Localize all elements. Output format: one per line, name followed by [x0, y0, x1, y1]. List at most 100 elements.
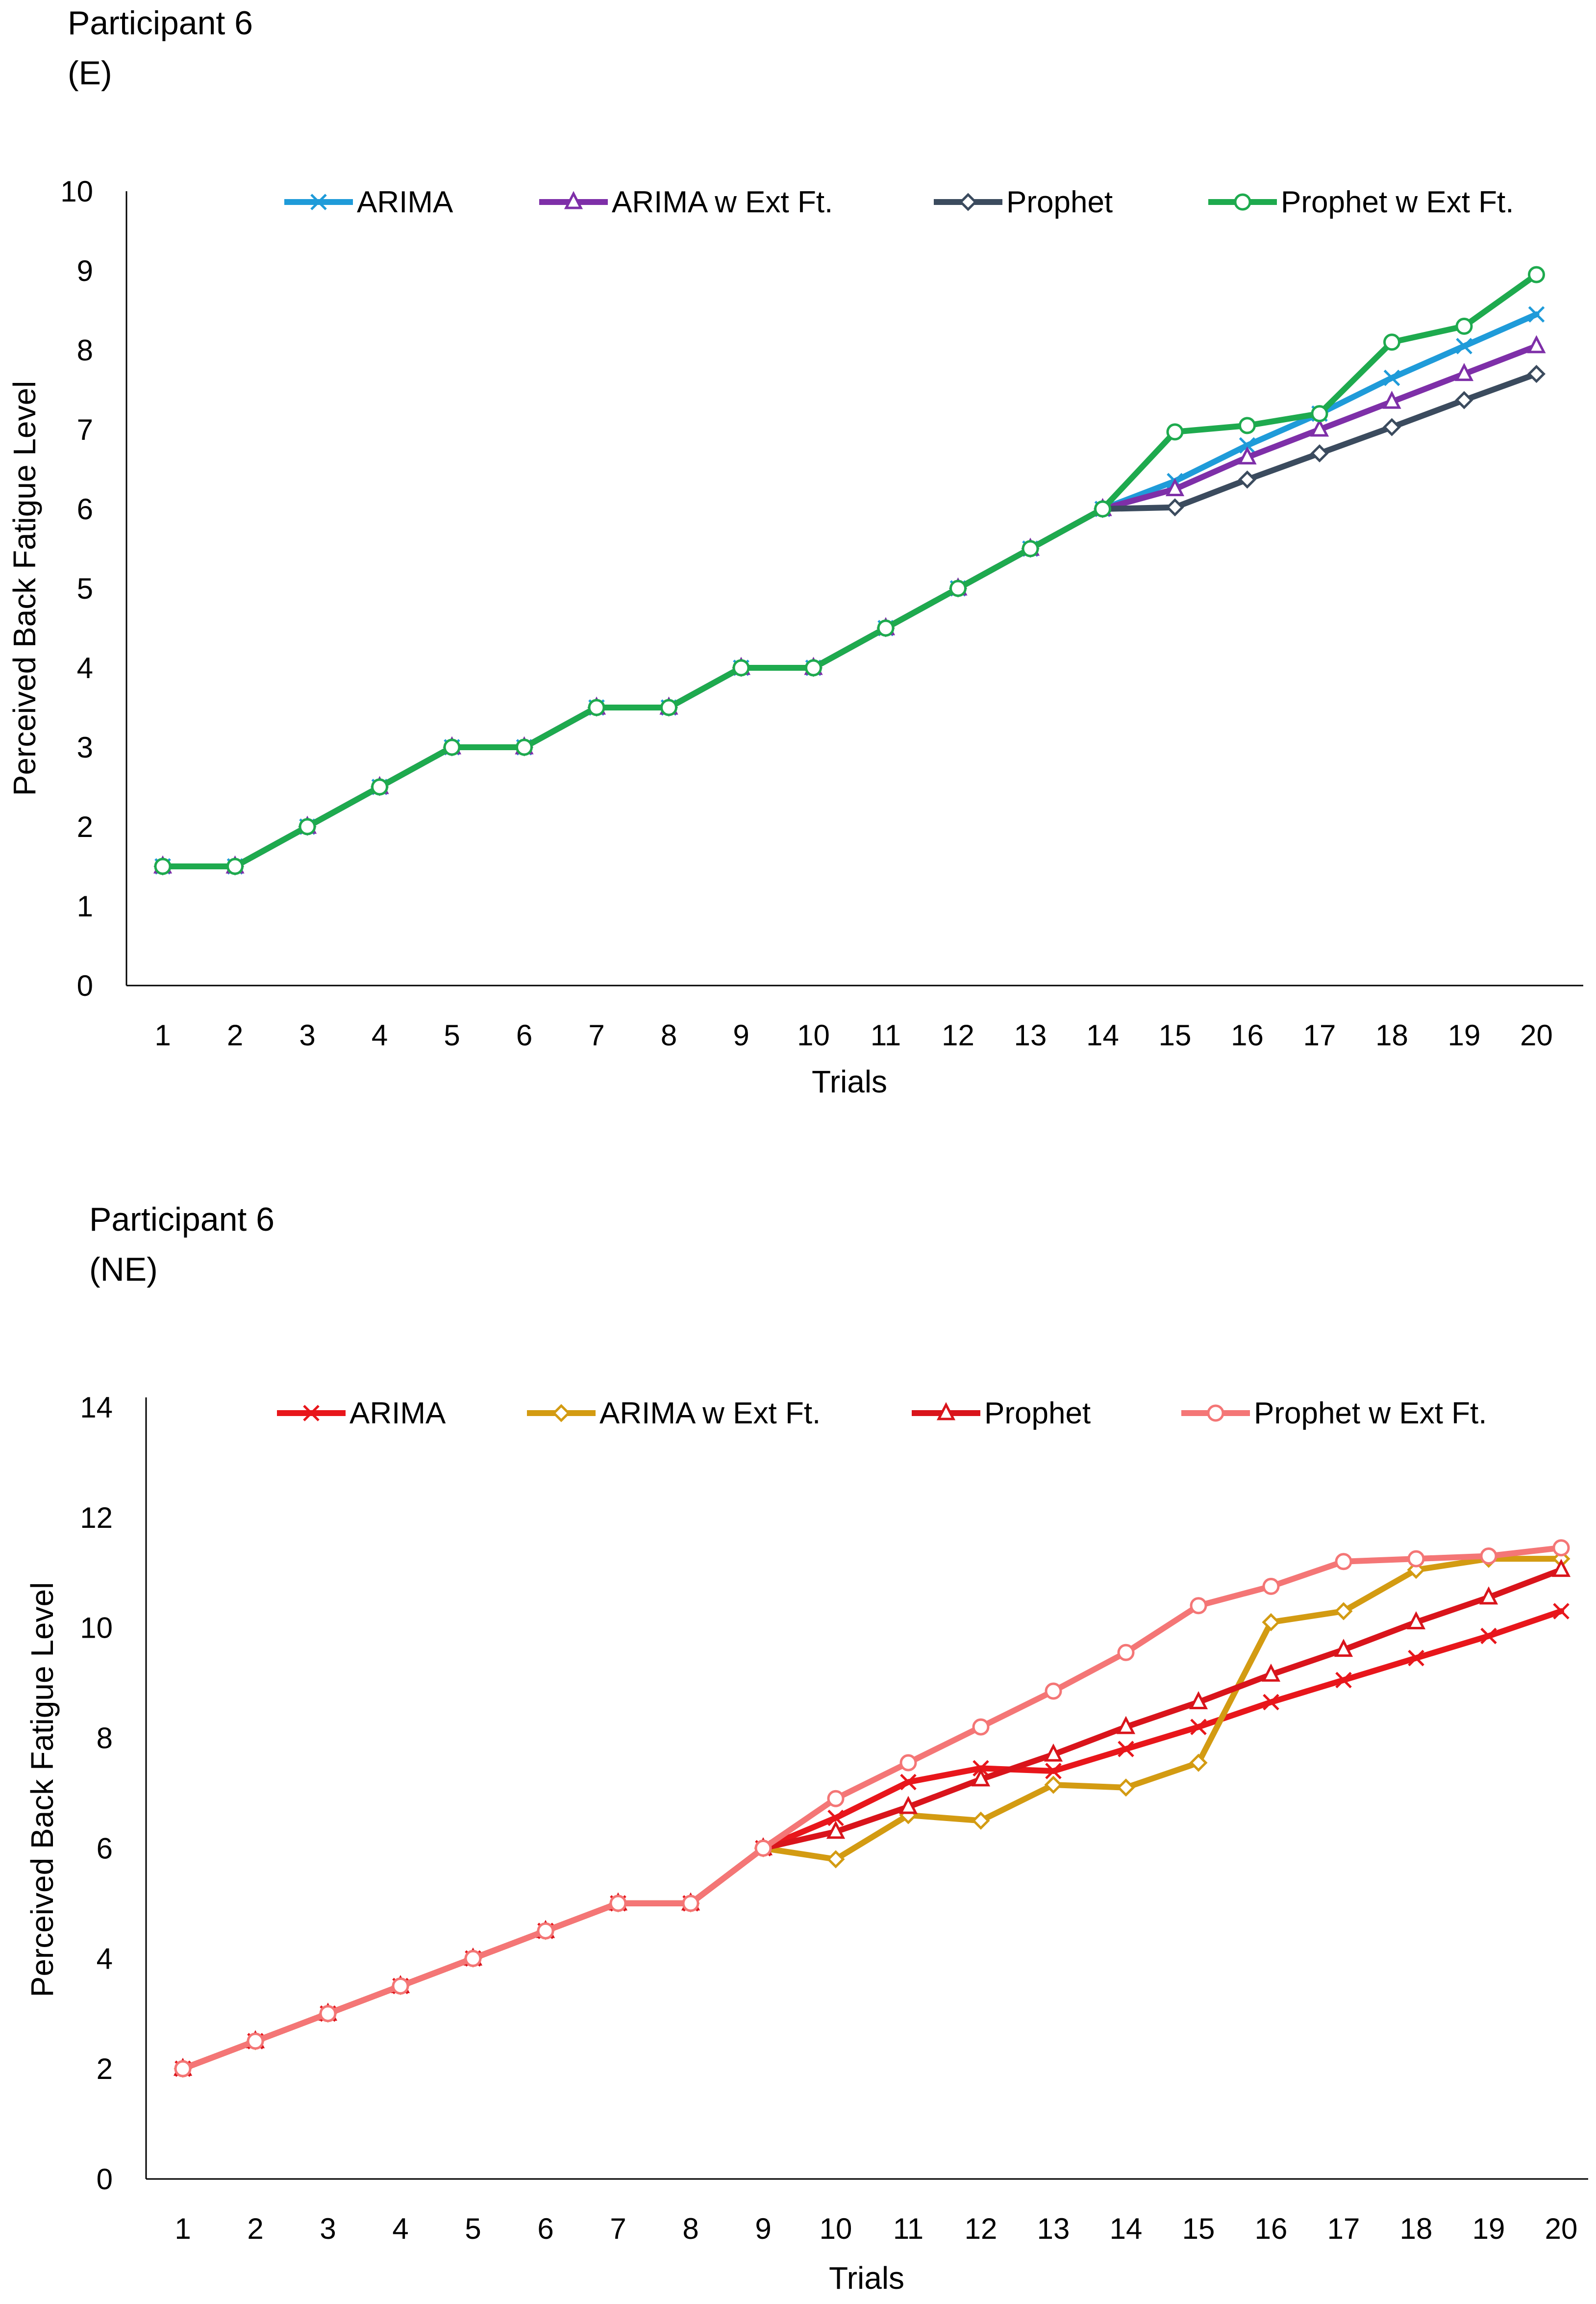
legend-label: ARIMA — [349, 1396, 446, 1430]
data-point — [1165, 478, 1185, 496]
data-point — [1527, 335, 1546, 354]
data-point — [1480, 1547, 1497, 1565]
data-point — [1117, 1644, 1135, 1661]
data-point — [1311, 405, 1328, 423]
data-point — [1239, 417, 1256, 434]
chart-e-y-label: Perceived Back Fatigue Level — [7, 381, 42, 796]
data-point — [154, 858, 172, 875]
legend-marker — [959, 193, 977, 211]
data-point — [1239, 437, 1256, 454]
data-point — [1045, 1763, 1062, 1779]
chart-ne-y-ticks: 0 2 4 6 8 10 12 14 — [80, 1391, 113, 2196]
data-point — [877, 619, 895, 637]
x-tick-label: 15 — [1182, 2212, 1215, 2245]
series-prophet — [173, 1559, 1571, 2076]
data-point — [972, 1718, 990, 1736]
data-point — [1408, 1649, 1424, 1667]
data-point — [1382, 390, 1401, 409]
data-point — [609, 1895, 627, 1912]
data-point — [972, 1811, 990, 1830]
data-point — [1455, 391, 1473, 409]
x-tick-label: 9 — [755, 2212, 771, 2245]
data-point — [247, 2032, 264, 2050]
legend-item: Prophet — [934, 185, 1113, 219]
x-tick-label: 2 — [227, 1019, 243, 1052]
x-tick-label: 8 — [682, 2212, 698, 2245]
y-tick-label: 8 — [97, 1722, 113, 1755]
chart-ne-x-ticks: 1 2 3 4 5 6 7 8 9 10 11 12 13 14 15 16 17 18 19 20 — [175, 2212, 1577, 2245]
chart-e-y-ticks: 0 1 2 3 4 5 6 7 8 9 10 — [60, 175, 93, 1002]
legend-label: Prophet w Ext Ft. — [1254, 1396, 1487, 1430]
legend-marker — [564, 191, 583, 209]
data-point — [826, 1850, 845, 1869]
series-prophet-w-ext-ft- — [154, 266, 1545, 875]
data-point — [1407, 1550, 1425, 1568]
chart-ne-subtitle: (NE) — [89, 1251, 158, 1288]
y-tick-label: 2 — [97, 2052, 113, 2085]
y-tick-label: 8 — [77, 334, 93, 367]
data-point — [898, 1796, 918, 1814]
data-point — [1528, 306, 1545, 323]
y-tick-label: 9 — [77, 254, 93, 287]
chart-e-title: Participant 6 — [68, 4, 253, 42]
x-tick-label: 7 — [610, 2212, 626, 2245]
x-tick-label: 5 — [444, 1019, 460, 1052]
data-point — [1480, 1627, 1497, 1645]
chart-ne-title: Participant 6 — [89, 1201, 274, 1238]
legend-item: ARIMA w Ext Ft. — [539, 185, 833, 219]
data-point — [299, 818, 316, 836]
x-tick-label: 11 — [893, 2212, 923, 2245]
data-point — [443, 738, 461, 756]
y-tick-label: 6 — [97, 1832, 113, 1865]
x-tick-label: 6 — [516, 1019, 532, 1052]
chart-ne-x-label: Trials — [829, 2260, 904, 2296]
data-point — [1166, 498, 1184, 517]
data-point — [1456, 338, 1472, 354]
legend-item: Prophet — [912, 1396, 1091, 1430]
y-tick-label: 4 — [97, 1942, 113, 1975]
data-point — [1406, 1611, 1426, 1629]
legend-marker — [936, 1402, 956, 1420]
data-point — [949, 580, 967, 597]
legend-label: ARIMA w Ext Ft. — [612, 185, 833, 219]
series-arima — [154, 306, 1545, 875]
data-point — [1044, 1775, 1063, 1794]
legend-marker — [310, 194, 327, 210]
data-point — [1117, 1778, 1135, 1797]
data-point — [392, 1977, 409, 1995]
x-tick-label: 18 — [1375, 1019, 1408, 1052]
data-point — [1189, 1753, 1208, 1772]
legend-item: ARIMA — [277, 1396, 446, 1430]
data-point — [1528, 266, 1545, 283]
x-tick-label: 17 — [1303, 1019, 1336, 1052]
data-point — [899, 1754, 917, 1772]
x-tick-label: 4 — [392, 2212, 408, 2245]
data-point — [1189, 1691, 1208, 1709]
data-point — [1263, 1694, 1279, 1711]
x-tick-label: 3 — [299, 1019, 315, 1052]
data-point — [1118, 1741, 1134, 1757]
legend-label: Prophet — [984, 1396, 1091, 1430]
legend-item: Prophet w Ext Ft. — [1208, 185, 1514, 219]
x-tick-label: 3 — [320, 2212, 336, 2245]
x-tick-label: 20 — [1520, 1019, 1553, 1052]
y-tick-label: 0 — [97, 2163, 113, 2196]
data-point — [174, 2060, 192, 2077]
x-tick-label: 12 — [942, 1019, 974, 1052]
x-tick-label: 15 — [1159, 1019, 1192, 1052]
x-tick-label: 11 — [871, 1019, 901, 1052]
y-tick-label: 10 — [60, 175, 93, 208]
y-tick-label: 7 — [77, 413, 93, 446]
y-tick-label: 14 — [80, 1391, 113, 1424]
x-tick-label: 17 — [1327, 2212, 1360, 2245]
data-point — [1045, 1682, 1062, 1700]
data-point — [1310, 444, 1329, 463]
data-point — [464, 1950, 482, 1967]
data-point — [1383, 369, 1400, 386]
data-point — [1238, 446, 1257, 465]
data-point — [900, 1773, 917, 1791]
data-point — [1335, 1671, 1352, 1689]
data-point — [1262, 1613, 1280, 1632]
